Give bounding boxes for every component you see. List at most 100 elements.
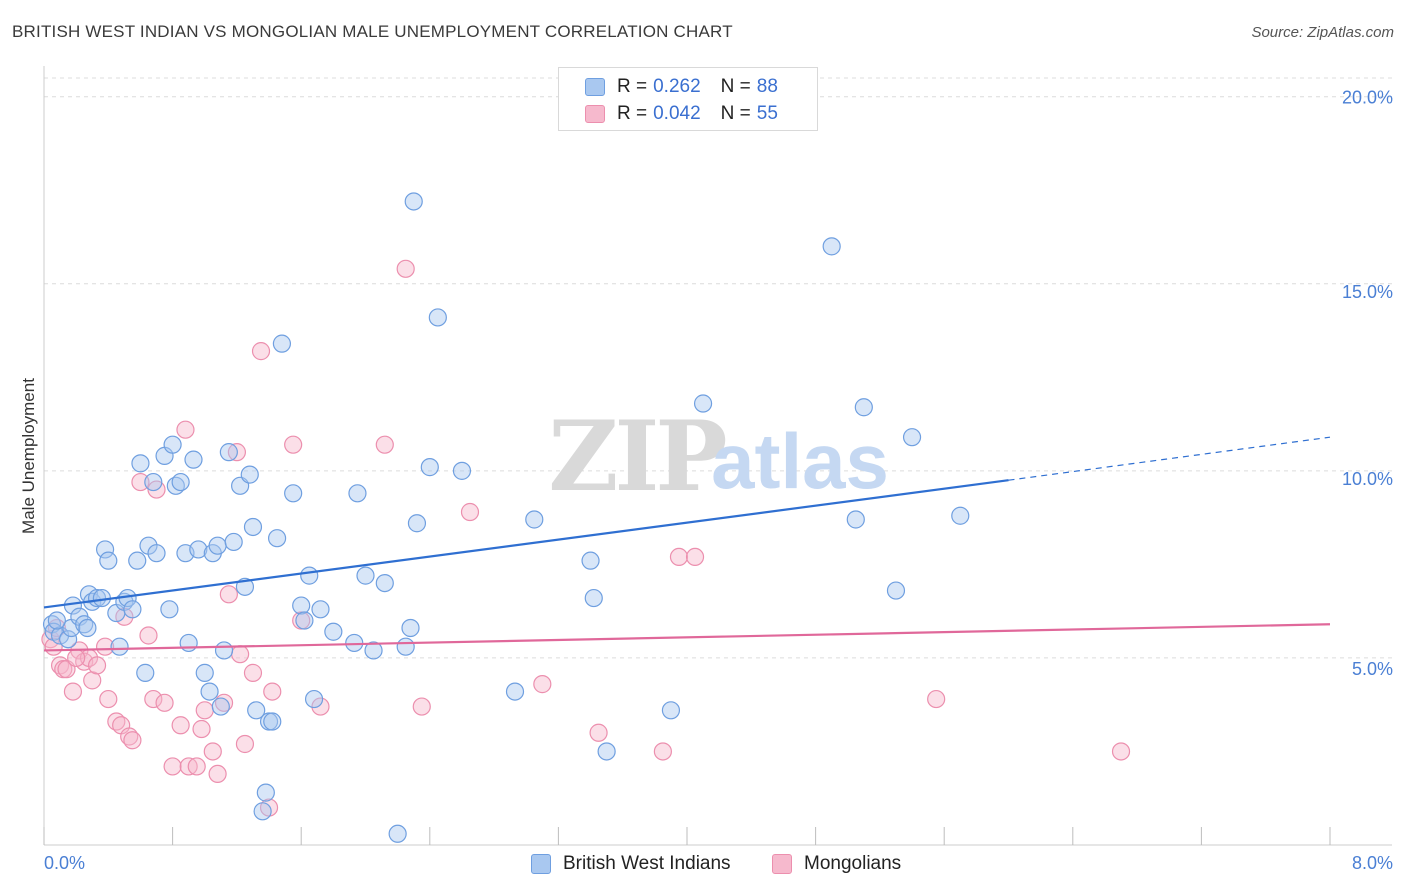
data-point: [311, 697, 330, 716]
data-point: [144, 689, 163, 709]
data-point: [653, 742, 672, 761]
data-point: [407, 514, 427, 533]
data-point: [292, 596, 311, 615]
data-point: [284, 435, 303, 454]
data-point: [846, 510, 865, 529]
data-point: [822, 237, 841, 256]
data-point: [189, 540, 208, 559]
data-point: [99, 551, 118, 570]
data-point: [253, 802, 272, 821]
legend-n-label: N =: [720, 103, 751, 124]
trend-line-british-west-indians-extension: [1008, 436, 1331, 481]
data-point: [404, 192, 423, 211]
data-point: [1111, 742, 1131, 761]
data-point: [311, 600, 330, 619]
data-point: [420, 458, 439, 477]
data-point: [272, 334, 292, 353]
data-point: [854, 398, 873, 417]
trend-lines: [43, 436, 1331, 652]
data-point: [231, 645, 250, 664]
series-british-west-indians-points: [42, 192, 970, 843]
data-point: [176, 420, 195, 439]
data-point: [927, 689, 946, 709]
data-point: [505, 682, 525, 701]
data-point: [375, 573, 394, 593]
data-point: [235, 734, 255, 754]
data-point: [131, 454, 150, 473]
chart-title: BRITISH WEST INDIAN VS MONGOLIAN MALE UN…: [12, 22, 733, 41]
data-point: [163, 435, 182, 454]
data-point: [300, 566, 319, 585]
data-point: [184, 450, 203, 469]
data-point: [47, 611, 66, 630]
legend-r-value: 0.262: [653, 76, 701, 97]
data-point: [208, 764, 227, 784]
data-point: [123, 731, 142, 750]
data-point: [584, 588, 603, 608]
data-point: [128, 551, 147, 570]
data-point: [123, 600, 142, 619]
data-point: [224, 532, 243, 552]
data-point: [67, 648, 86, 668]
bottom-legend-swatch-pink: [772, 854, 792, 874]
data-point: [131, 472, 150, 492]
data-point: [375, 435, 394, 454]
data-point: [78, 618, 97, 638]
data-point: [139, 626, 158, 645]
data-point: [396, 637, 415, 656]
legend-r-label: R =: [617, 76, 648, 97]
data-point: [195, 663, 214, 682]
data-point: [685, 547, 705, 567]
data-point: [902, 428, 922, 447]
data-point: [87, 656, 107, 675]
data-point: [243, 517, 263, 537]
legend-r-value: 0.042: [653, 103, 701, 124]
data-point: [401, 618, 420, 638]
data-point: [171, 472, 190, 492]
data-point: [951, 506, 970, 525]
data-point: [147, 544, 166, 563]
data-point: [95, 637, 115, 656]
data-point: [214, 641, 234, 660]
data-point: [99, 689, 118, 709]
bottom-legend-item-mongolians: Mongolians: [772, 853, 901, 875]
data-point: [195, 701, 214, 720]
data-point: [661, 701, 681, 720]
legend-swatch-pink: [585, 105, 605, 123]
data-point: [533, 675, 552, 694]
data-point: [525, 510, 544, 529]
bottom-legend-label: British West Indians: [563, 853, 731, 874]
data-point: [284, 484, 303, 503]
data-point: [136, 663, 155, 682]
data-point: [364, 641, 383, 660]
data-point: [356, 566, 375, 585]
data-point: [348, 484, 367, 503]
data-point: [243, 663, 263, 682]
watermark-atlas: atlas: [711, 417, 889, 505]
data-point: [589, 723, 608, 742]
data-point: [263, 682, 282, 701]
data-point: [95, 540, 115, 559]
data-point: [267, 529, 287, 548]
data-point: [200, 682, 219, 701]
x-tick-label: 0.0%: [44, 853, 85, 873]
data-point: [251, 342, 271, 361]
data-point: [412, 697, 431, 716]
data-point: [144, 472, 163, 492]
bottom-legend-label: Mongolians: [804, 853, 902, 874]
source-label: Source: ZipAtlas.com: [1251, 24, 1394, 41]
data-point: [187, 757, 206, 776]
data-point: [240, 465, 259, 484]
trend-line-british-west-indians: [43, 479, 1009, 609]
data-point: [886, 581, 906, 600]
data-point: [155, 693, 174, 712]
axes: [43, 66, 1392, 846]
legend-row-british-west-indians: R = 0.262 N = 88: [585, 74, 778, 100]
gridlines: [44, 77, 1392, 659]
data-point: [171, 716, 190, 735]
data-point: [388, 824, 407, 843]
data-point: [669, 547, 689, 567]
tick-labels: 5.0% 10.0% 15.0% 20.0% 0.0% 8.0%: [44, 88, 1393, 873]
trend-line-mongolians: [43, 623, 1331, 652]
